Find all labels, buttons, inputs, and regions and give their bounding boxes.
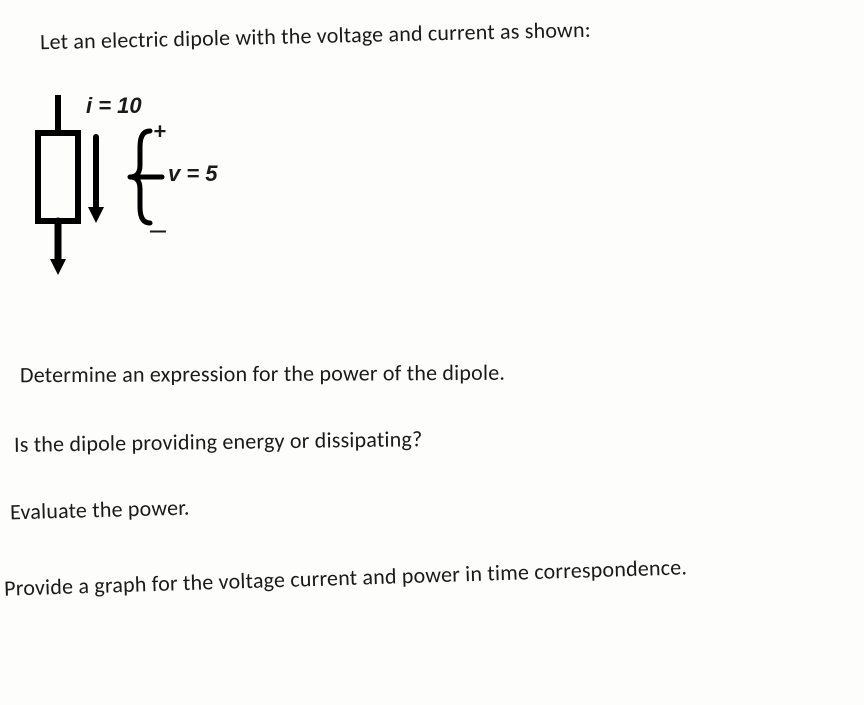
question-3: Evaluate the power.: [10, 494, 190, 526]
plus-sign: +: [154, 117, 166, 146]
circuit-diagram: i = 10 + v = 5 —: [30, 95, 290, 295]
question-2: Is the dipole providing energy or dissip…: [14, 425, 423, 458]
page: Let an electric dipole with the voltage …: [0, 0, 864, 705]
intro-text: Let an electric dipole with the voltage …: [40, 16, 591, 55]
voltage-label: v = 5: [168, 161, 218, 187]
current-label: i = 10: [86, 93, 142, 119]
question-4: Provide a graph for the voltage current …: [4, 553, 688, 601]
minus-sign: —: [148, 217, 166, 244]
question-1: Determine an expression for the power of…: [20, 359, 505, 389]
